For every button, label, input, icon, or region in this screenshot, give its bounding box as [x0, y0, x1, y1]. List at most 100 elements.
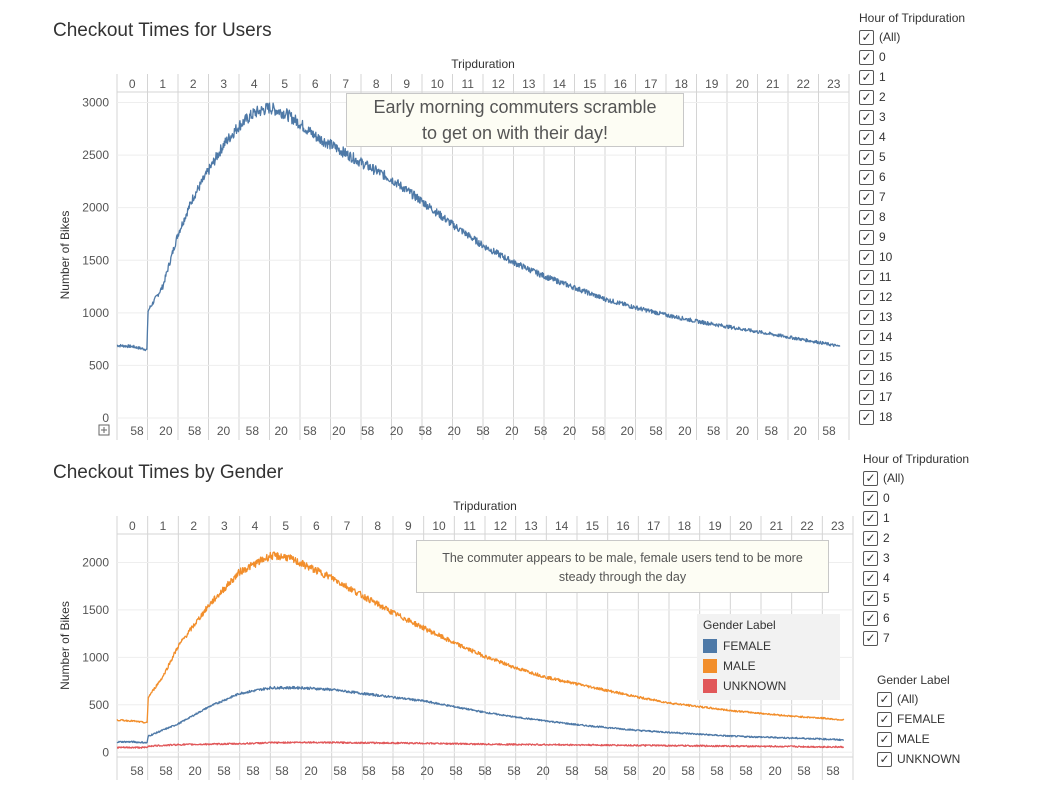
filter-option[interactable]: ✓ 18 [859, 407, 1039, 427]
filter-option[interactable]: ✓ 11 [859, 267, 1039, 287]
filter-option[interactable]: ✓ 9 [859, 227, 1039, 247]
checkbox-checked-icon[interactable]: ✓ [877, 751, 892, 767]
filter-option[interactable]: ✓ 16 [859, 367, 1039, 387]
column-header-label: 8 [373, 77, 380, 91]
bottom-tick-label: 20 [390, 424, 404, 438]
filter-option[interactable]: ✓ 0 [863, 488, 1043, 508]
filter-option[interactable]: ✓ 7 [863, 628, 1043, 648]
checkbox-checked-icon[interactable]: ✓ [863, 510, 878, 526]
checkbox-checked-icon[interactable]: ✓ [863, 590, 878, 606]
filter-option[interactable]: ✓ 8 [859, 207, 1039, 227]
filter-option[interactable]: ✓ 0 [859, 47, 1039, 67]
filter-option[interactable]: ✓ 1 [863, 508, 1043, 528]
filter-option-label: 5 [883, 591, 890, 605]
filter-option-label: 18 [879, 410, 893, 424]
filter-option-label: 2 [883, 531, 890, 545]
checkbox-checked-icon[interactable]: ✓ [863, 530, 878, 546]
filter-option[interactable]: ✓ MALE [877, 729, 1027, 749]
checkbox-checked-icon[interactable]: ✓ [877, 691, 892, 707]
column-header-label: 7 [342, 77, 349, 91]
checkbox-checked-icon[interactable]: ✓ [859, 109, 874, 125]
filter-option[interactable]: ✓ (All) [863, 468, 1043, 488]
filter-option-label: 16 [879, 370, 893, 384]
bottom-tick-label: 58 [333, 764, 347, 778]
filter-option[interactable]: ✓ (All) [859, 27, 1039, 47]
checkbox-checked-icon[interactable]: ✓ [859, 189, 874, 205]
filter-option[interactable]: ✓ 4 [863, 568, 1043, 588]
filter-option[interactable]: ✓ 12 [859, 287, 1039, 307]
checkbox-checked-icon[interactable]: ✓ [859, 229, 874, 245]
filter-option[interactable]: ✓ 2 [863, 528, 1043, 548]
checkbox-checked-icon[interactable]: ✓ [859, 329, 874, 345]
filter-option[interactable]: ✓ (All) [877, 689, 1027, 709]
checkbox-checked-icon[interactable]: ✓ [859, 309, 874, 325]
column-header-label: 10 [432, 519, 446, 533]
filter-option[interactable]: ✓ 1 [859, 67, 1039, 87]
bottom-tick-label: 20 [678, 424, 692, 438]
filter-option[interactable]: ✓ 14 [859, 327, 1039, 347]
y-tick-label: 0 [102, 745, 109, 759]
series-line-users [116, 102, 841, 352]
checkbox-checked-icon[interactable]: ✓ [859, 409, 874, 425]
checkbox-checked-icon[interactable]: ✓ [859, 49, 874, 65]
checkbox-checked-icon[interactable]: ✓ [877, 711, 892, 727]
filter-option[interactable]: ✓ 5 [863, 588, 1043, 608]
checkbox-checked-icon[interactable]: ✓ [863, 550, 878, 566]
legend-item[interactable]: MALE [703, 656, 834, 676]
filter-option[interactable]: ✓ 4 [859, 127, 1039, 147]
column-header-label: 4 [251, 77, 258, 91]
bottom-tick-label: 20 [620, 424, 634, 438]
bottom-tick-label: 58 [765, 424, 779, 438]
filter-option-label: MALE [897, 732, 930, 746]
filter-option[interactable]: ✓ 13 [859, 307, 1039, 327]
checkbox-checked-icon[interactable]: ✓ [859, 369, 874, 385]
bottom-tick-label: 58 [246, 764, 260, 778]
filter-option[interactable]: ✓ 5 [859, 147, 1039, 167]
filter-option[interactable]: ✓ 3 [863, 548, 1043, 568]
legend-swatch [703, 639, 717, 653]
filter-option[interactable]: ✓ 3 [859, 107, 1039, 127]
legend-item[interactable]: FEMALE [703, 636, 834, 656]
checkbox-checked-icon[interactable]: ✓ [877, 731, 892, 747]
filter-option[interactable]: ✓ 10 [859, 247, 1039, 267]
checkbox-checked-icon[interactable]: ✓ [859, 129, 874, 145]
filter-list: ✓ (All) ✓ 0 ✓ 1 ✓ 2 ✓ 3 ✓ 4 ✓ 5 ✓ 6 ✓ 7 [863, 468, 1043, 653]
filter-option[interactable]: ✓ 6 [859, 167, 1039, 187]
checkbox-checked-icon[interactable]: ✓ [863, 630, 878, 646]
checkbox-checked-icon[interactable]: ✓ [863, 570, 878, 586]
column-header-label: 12 [492, 77, 506, 91]
filter-option-label: 17 [879, 390, 893, 404]
column-header-label: 13 [524, 519, 538, 533]
filter-option[interactable]: ✓ 6 [863, 608, 1043, 628]
checkbox-checked-icon[interactable]: ✓ [859, 169, 874, 185]
column-header-label: 1 [160, 519, 167, 533]
checkbox-checked-icon[interactable]: ✓ [859, 269, 874, 285]
checkbox-checked-icon[interactable]: ✓ [863, 490, 878, 506]
filter-option-label: 1 [883, 511, 890, 525]
column-header-label: 20 [736, 77, 750, 91]
checkbox-checked-icon[interactable]: ✓ [859, 89, 874, 105]
checkbox-checked-icon[interactable]: ✓ [859, 289, 874, 305]
filter-option[interactable]: ✓ 17 [859, 387, 1039, 407]
filter-option[interactable]: ✓ 7 [859, 187, 1039, 207]
filter-panel-gender: Gender Label ✓ (All) ✓ FEMALE ✓ MALE ✓ UNKNOWN [877, 673, 1027, 769]
filter-option[interactable]: ✓ 15 [859, 347, 1039, 367]
filter-option[interactable]: ✓ UNKNOWN [877, 749, 1027, 769]
legend-item[interactable]: UNKNOWN [703, 676, 834, 696]
checkbox-checked-icon[interactable]: ✓ [859, 249, 874, 265]
checkbox-checked-icon[interactable]: ✓ [859, 149, 874, 165]
filter-option[interactable]: ✓ FEMALE [877, 709, 1027, 729]
filter-option-label: 13 [879, 310, 893, 324]
filter-option[interactable]: ✓ 2 [859, 87, 1039, 107]
checkbox-checked-icon[interactable]: ✓ [859, 389, 874, 405]
column-header-label: 2 [190, 77, 197, 91]
column-header-label: 9 [403, 77, 410, 91]
checkbox-checked-icon[interactable]: ✓ [863, 610, 878, 626]
checkbox-checked-icon[interactable]: ✓ [863, 470, 878, 486]
checkbox-checked-icon[interactable]: ✓ [859, 29, 874, 45]
x-axis-title: Tripduration [453, 499, 517, 513]
checkbox-checked-icon[interactable]: ✓ [859, 69, 874, 85]
checkbox-checked-icon[interactable]: ✓ [859, 209, 874, 225]
checkbox-checked-icon[interactable]: ✓ [859, 349, 874, 365]
bottom-tick-label: 58 [822, 424, 836, 438]
